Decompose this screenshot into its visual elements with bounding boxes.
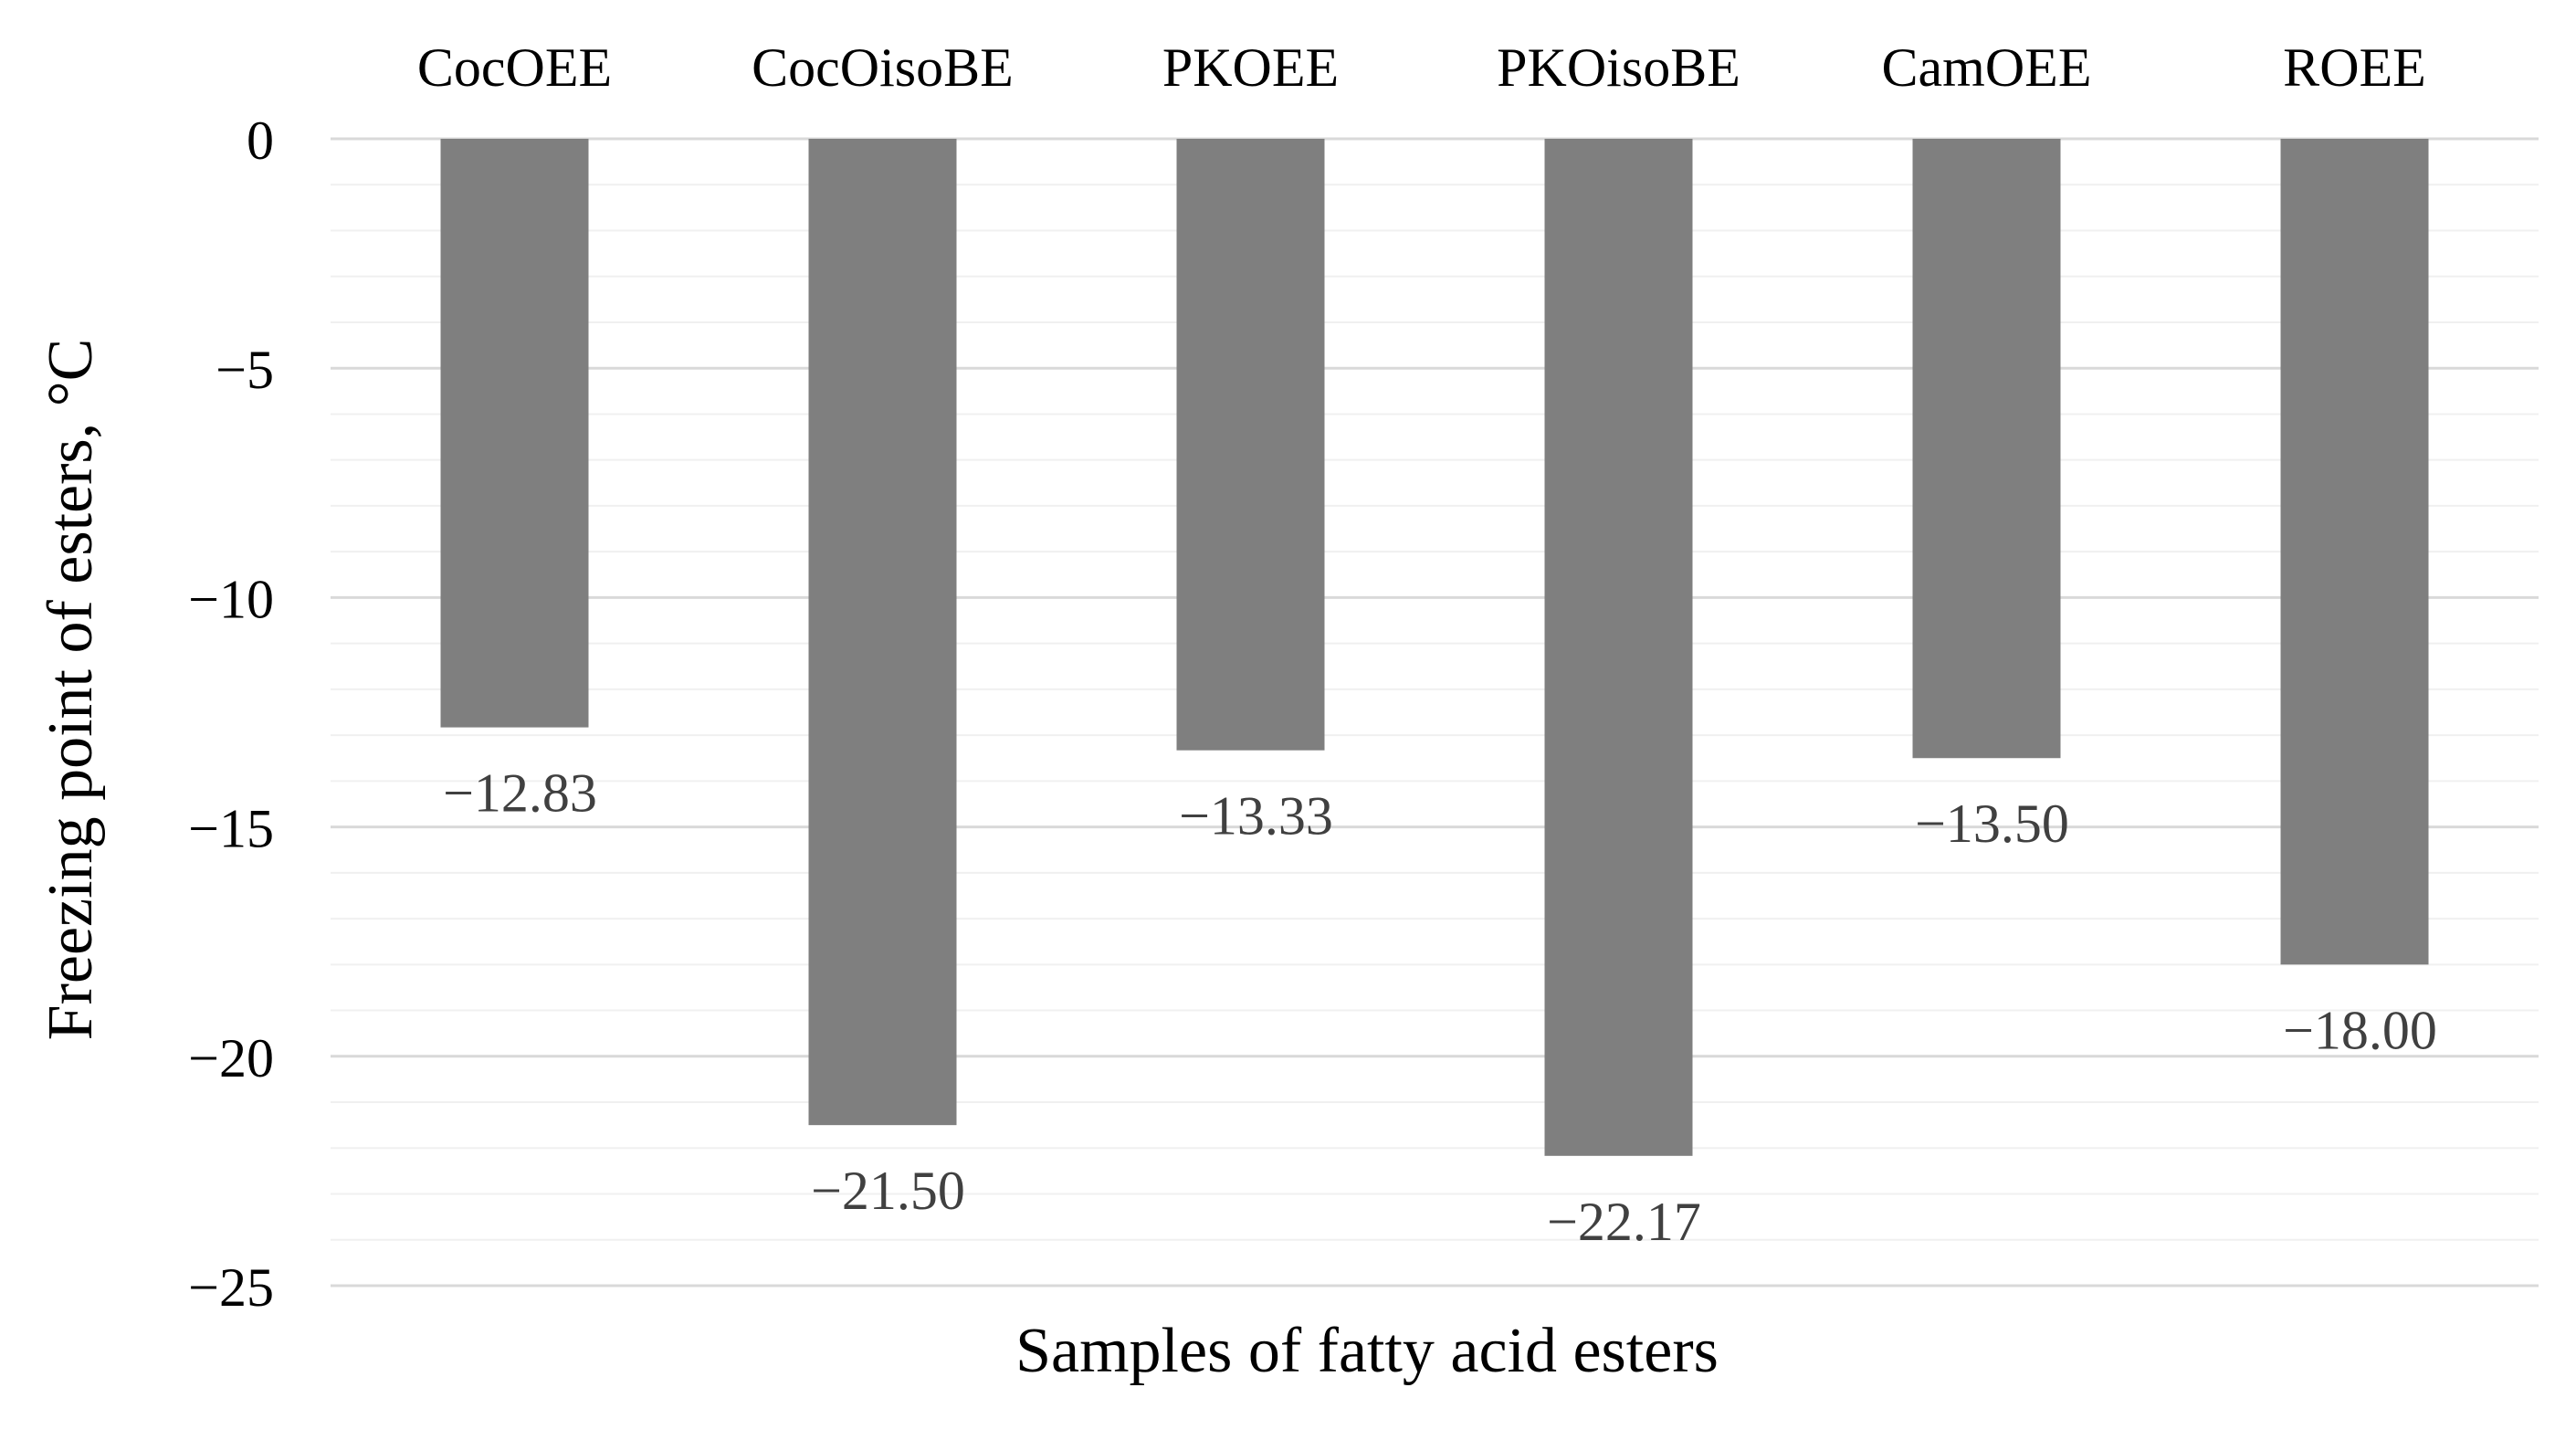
data-label: −12.83 bbox=[443, 763, 597, 824]
data-labels: −12.83 −21.50 −13.33 −22.17 −13.50 −18.00 bbox=[443, 763, 2437, 1252]
major-gridlines bbox=[331, 137, 2539, 1288]
y-axis-title: Freezing point of esters, °C bbox=[36, 339, 106, 1041]
y-tick-label: −25 bbox=[188, 1257, 274, 1318]
bar-series bbox=[440, 139, 2429, 1156]
bar-pkoisobe bbox=[1544, 139, 1693, 1156]
bar-roee bbox=[2280, 139, 2429, 965]
bar-cocoisobe bbox=[808, 139, 957, 1126]
category-label: CocOisoBE bbox=[752, 37, 1014, 98]
minor-gridlines bbox=[331, 184, 2539, 1241]
bar-camoee bbox=[1912, 139, 2061, 759]
data-label: −21.50 bbox=[811, 1161, 965, 1221]
category-labels: CocOEE CocOisoBE PKOEE PKOisoBE CamOEE ROEE bbox=[417, 37, 2426, 98]
category-label: PKOEE bbox=[1162, 37, 1339, 98]
data-label: −18.00 bbox=[2283, 1000, 2437, 1060]
bar-cocoee bbox=[440, 139, 589, 728]
y-tick-label: 0 bbox=[247, 110, 274, 171]
category-label: CocOEE bbox=[417, 37, 612, 98]
data-label: −13.50 bbox=[1915, 794, 2069, 854]
y-tick-label: −10 bbox=[188, 569, 274, 629]
category-label: ROEE bbox=[2283, 37, 2426, 98]
y-tick-label: −5 bbox=[216, 340, 274, 400]
x-axis-title: Samples of fatty acid esters bbox=[1015, 1316, 1719, 1386]
bar-pkoee bbox=[1176, 139, 1325, 751]
y-axis-tick-labels: 0 −5 −10 −15 −20 −25 bbox=[188, 110, 274, 1318]
data-label: −22.17 bbox=[1547, 1192, 1701, 1252]
data-label: −13.33 bbox=[1179, 786, 1333, 846]
category-label: PKOisoBE bbox=[1497, 37, 1740, 98]
category-label: CamOEE bbox=[1882, 37, 2092, 98]
y-tick-label: −20 bbox=[188, 1028, 274, 1088]
y-tick-label: −15 bbox=[188, 799, 274, 859]
